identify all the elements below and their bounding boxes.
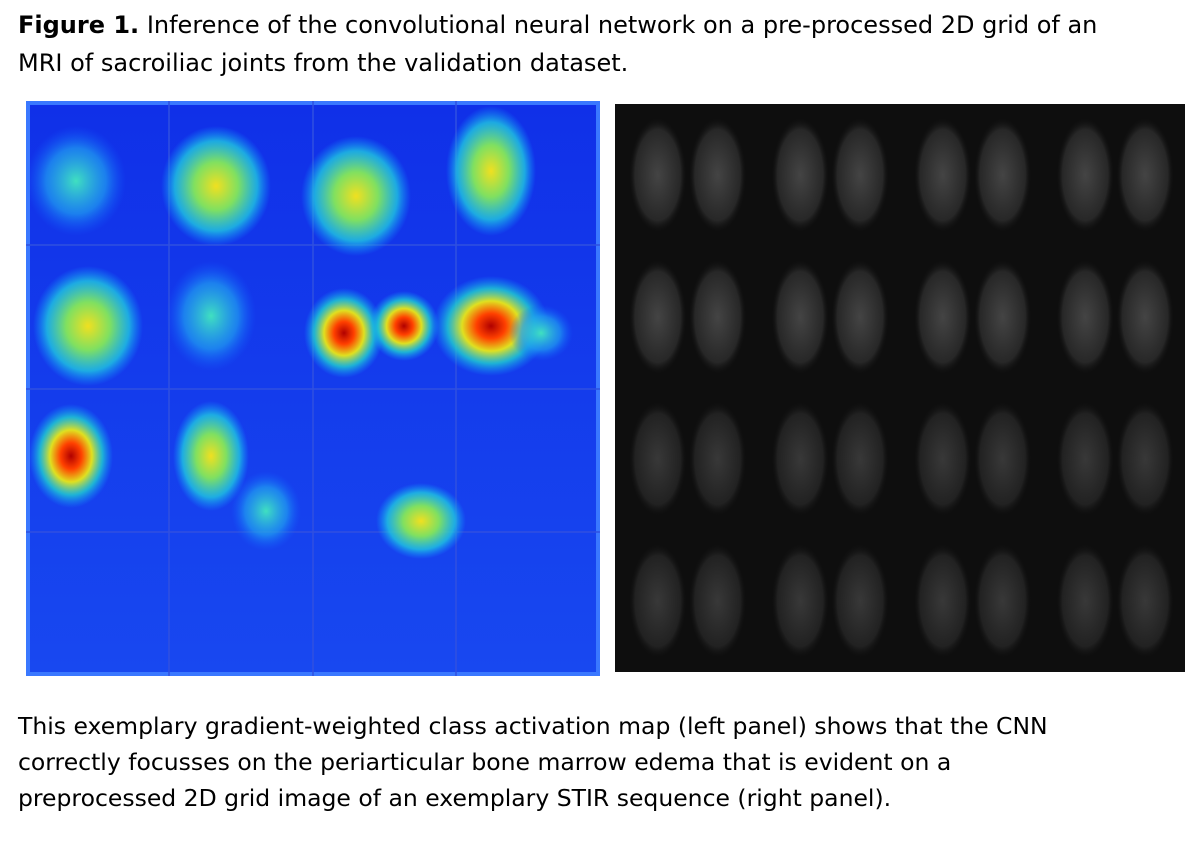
figure-caption: Figure 1. Inference of the convolutional… bbox=[18, 6, 1138, 82]
mri-slice bbox=[914, 260, 972, 374]
mri-slice bbox=[689, 544, 747, 658]
mri-slice bbox=[629, 544, 687, 658]
mri-slice bbox=[629, 118, 687, 232]
mri-slice bbox=[1056, 544, 1114, 658]
heat-blobs bbox=[26, 106, 573, 559]
mri-slice bbox=[914, 402, 972, 516]
mri-slice bbox=[1056, 118, 1114, 232]
figure-label: Figure 1. bbox=[18, 11, 140, 39]
mri-slice bbox=[1116, 544, 1174, 658]
mri-slice bbox=[689, 118, 747, 232]
figure-description: This exemplary gradient-weighted class a… bbox=[18, 712, 1048, 812]
mri-slice bbox=[974, 544, 1032, 658]
mri-slice bbox=[974, 260, 1032, 374]
mri-slice bbox=[831, 118, 889, 232]
mri-slice bbox=[831, 544, 889, 658]
mri-slice bbox=[831, 260, 889, 374]
mri-slice bbox=[771, 260, 829, 374]
caption-text: Inference of the convolutional neural ne… bbox=[18, 11, 1098, 77]
mri-slice bbox=[1116, 118, 1174, 232]
mri-slice bbox=[1056, 402, 1114, 516]
mri-slices bbox=[629, 118, 1174, 658]
mri-slice bbox=[914, 544, 972, 658]
mri-slice bbox=[771, 118, 829, 232]
mri-slice bbox=[974, 118, 1032, 232]
mri-slice bbox=[629, 260, 687, 374]
stir-grid-panel bbox=[615, 104, 1185, 672]
activation-map-panel bbox=[26, 101, 600, 676]
mri-slice bbox=[974, 402, 1032, 516]
mri-slice bbox=[689, 402, 747, 516]
mri-slice bbox=[914, 118, 972, 232]
mri-slice bbox=[1116, 402, 1174, 516]
mri-slice bbox=[1056, 260, 1114, 374]
mri-slice bbox=[831, 402, 889, 516]
mri-slice bbox=[771, 402, 829, 516]
mri-slice bbox=[689, 260, 747, 374]
mri-slice bbox=[771, 544, 829, 658]
mri-slice bbox=[1116, 260, 1174, 374]
mri-slice bbox=[629, 402, 687, 516]
